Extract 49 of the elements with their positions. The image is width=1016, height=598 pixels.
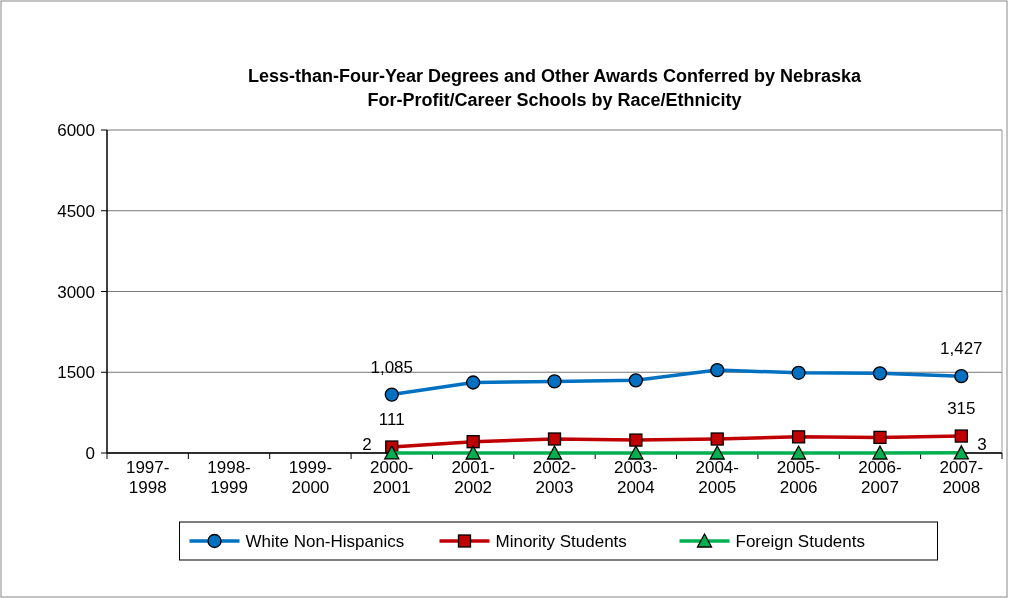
x-tick-label: 2001-2002: [451, 458, 495, 497]
y-tick-label: 1500: [57, 363, 95, 383]
point: [384, 387, 399, 402]
point: [547, 374, 562, 389]
x-tick-label: 2007-2008: [939, 458, 984, 497]
y-tick-label: 0: [85, 444, 95, 463]
data-label: 1,427: [940, 339, 983, 359]
x-tick-label: 1997-1998: [125, 458, 170, 497]
point: [466, 435, 480, 449]
legend-label: White Non-Hispanics: [245, 532, 405, 551]
point: [628, 373, 644, 388]
x-tick-label: 2004-2005: [695, 458, 739, 497]
point: [954, 369, 969, 384]
point: [628, 445, 644, 460]
data-label: 3: [977, 434, 987, 454]
point: [954, 429, 968, 443]
x-tick-label: 2003-2004: [614, 458, 658, 497]
point: [384, 445, 400, 460]
x-tick-label: 2000-2001: [370, 458, 414, 497]
x-tick-label: 2005-2006: [776, 458, 821, 497]
point: [465, 445, 481, 460]
point: [873, 430, 887, 445]
chart-title: Less-than-Four-Year Degrees and Other Awards Conferred by Nebraska For-Profit/Career Schools by Race/Ethnicity: [247, 66, 863, 110]
point: [547, 432, 562, 446]
y-tick-label: 3000: [57, 282, 95, 302]
point: [465, 375, 481, 390]
data-label: 1,085: [370, 357, 414, 377]
data-label: 111: [378, 410, 405, 430]
point: [790, 445, 807, 460]
point: [791, 365, 806, 380]
x-tick-label: 2002-2003: [532, 458, 577, 497]
x-tick-label: 1998-1999: [207, 458, 251, 497]
data-label: 315: [947, 399, 976, 419]
point: [629, 433, 643, 447]
legend-label: Foreign Students: [735, 532, 865, 551]
point: [710, 432, 724, 446]
legend-label: Minority Students: [495, 532, 627, 551]
point: [709, 445, 725, 460]
data-label: 2: [362, 434, 372, 454]
point: [872, 445, 888, 460]
point: [872, 366, 888, 381]
point: [953, 445, 969, 460]
point: [710, 362, 725, 378]
x-tick-label: 2006-2007: [858, 458, 902, 497]
point: [546, 445, 563, 460]
point: [791, 430, 806, 444]
x-tick-label: 1999-2000: [288, 458, 333, 497]
y-tick-label: 4500: [57, 201, 95, 221]
y-tick-label: 6000: [57, 121, 95, 140]
